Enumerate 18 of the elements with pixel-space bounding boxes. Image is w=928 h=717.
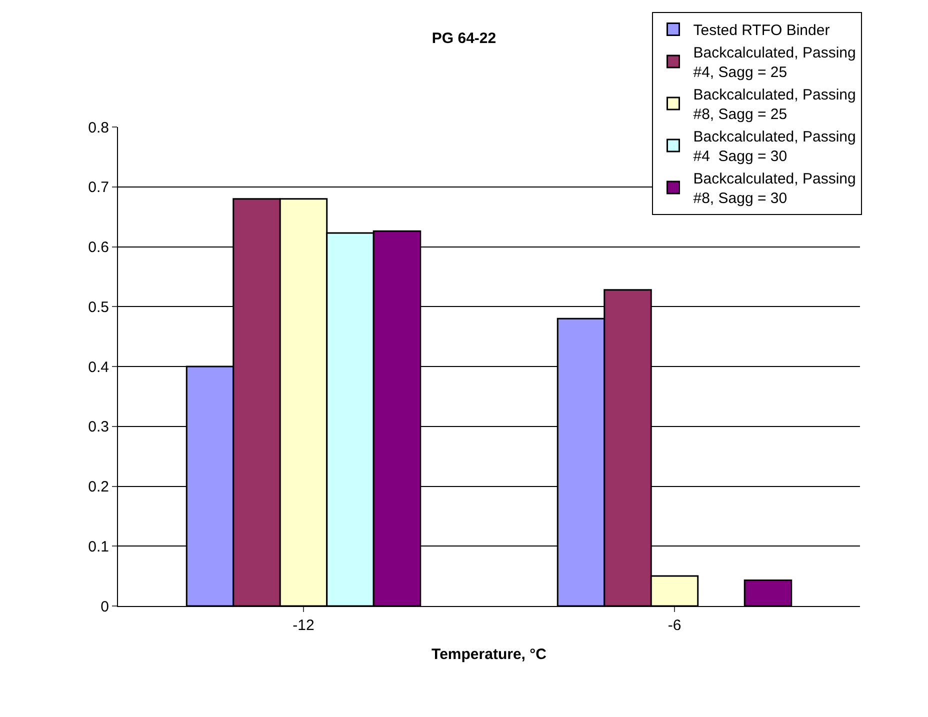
x-tick-label: -12 (292, 617, 314, 634)
legend-label: Backcalculated, Passing #4, Sagg = 25 (693, 44, 856, 82)
y-tick-label: 0 (100, 598, 109, 616)
y-tick-label: 0.2 (88, 478, 109, 496)
y-tick-label: 0.8 (88, 119, 109, 136)
legend-label: Backcalculated, Passing #8, Sagg = 25 (693, 86, 856, 124)
y-tick-label: 0.3 (88, 418, 109, 436)
y-tick-label: 0.6 (88, 239, 109, 256)
chart-title: PG 64-22 (432, 30, 496, 47)
legend-label: Backcalculated, Passing #4 Sagg = 30 (693, 128, 856, 166)
legend-label: Backcalculated, Passing #8, Sagg = 30 (693, 170, 856, 208)
x-tick-label: -6 (668, 617, 682, 634)
y-tick-label: 0.1 (88, 538, 109, 556)
legend-label: Tested RTFO Binder (693, 22, 830, 40)
y-tick-label: 0.5 (88, 298, 109, 316)
y-tick-label: 0.4 (88, 358, 109, 376)
x-axis-title: Temperature, °C (432, 646, 547, 663)
y-tick-label: 0.7 (88, 179, 109, 196)
